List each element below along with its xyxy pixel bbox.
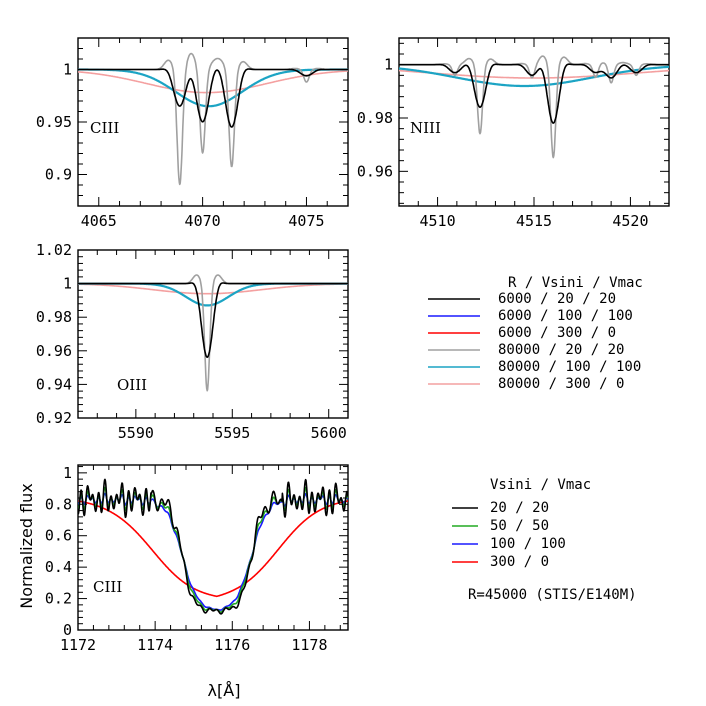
- y-tick-label: 0.96: [357, 162, 393, 180]
- series-group: [78, 52, 348, 186]
- x-tick-label: 5600: [311, 424, 347, 442]
- series-80000-100-100: [78, 68, 348, 108]
- y-axis-title: Normalized flux: [17, 483, 36, 609]
- series-80000-100-100: [399, 65, 669, 88]
- legend-bottom-label-0: 20 / 20: [490, 500, 549, 516]
- y-tick-label: 0.94: [36, 375, 72, 393]
- legend-bottom-title: Vsini / Vmac: [490, 477, 591, 493]
- y-tick-label: 1: [63, 275, 72, 293]
- legend-label-5: 80000 / 300 / 0: [498, 376, 624, 392]
- y-tick-label: 1: [63, 464, 72, 482]
- legend-title: R / Vsini / Vmac: [508, 275, 643, 291]
- y-tick-label: 0.9: [45, 166, 72, 184]
- series-300-0: [78, 500, 348, 598]
- plot-frame: [77, 464, 349, 631]
- panel-ciii-1175: 1172 1174 1176 1178 0 0.2 0.4 0.6 0.8 1: [45, 464, 349, 654]
- series-80000-20-20: [78, 274, 348, 392]
- x-tick-label: 1172: [60, 636, 96, 654]
- series-group: [78, 274, 348, 392]
- y-tick-label: 0.95: [36, 113, 72, 131]
- x-tick-label: 4510: [420, 212, 456, 230]
- series-6000-20-20: [399, 63, 669, 124]
- y-tick-label: 1.02: [36, 241, 72, 259]
- legend-label-3: 80000 / 20 / 20: [498, 342, 624, 358]
- x-axis-title: λ[Å]: [208, 681, 241, 700]
- y-tick-label: 0.4: [45, 558, 72, 576]
- panel-niii-4515: 4510 4515 4520 0.96 0.98 1: [357, 37, 670, 230]
- x-tick-label: 5590: [118, 424, 154, 442]
- legend-label-2: 6000 / 300 / 0: [498, 325, 616, 341]
- legend-bottom-note: R=45000 (STIS/E140M): [468, 587, 637, 603]
- legend-label-4: 80000 / 100 / 100: [498, 359, 641, 375]
- x-tick-label: 4520: [612, 212, 648, 230]
- y-tick-label: 0.98: [357, 109, 393, 127]
- legend-bottom-label-2: 100 / 100: [490, 536, 566, 552]
- legend-bottom-label-3: 300 / 0: [490, 554, 549, 570]
- y-tick-label: 0.2: [45, 590, 72, 608]
- legend-resolution: R / Vsini / Vmac 6000 / 20 / 20 6000 / 1…: [428, 275, 643, 392]
- series-20-20: [78, 478, 348, 615]
- series-6000-20-20: [78, 282, 348, 358]
- panel-label-niii: NIII: [410, 119, 441, 137]
- y-tick-label: 0.92: [36, 409, 72, 427]
- panel-label-ciii: CIII: [90, 119, 119, 137]
- panel-oiii-5592: 5590 5595 5600 0.92 0.94 0.96 0.98 1 1.02: [36, 241, 349, 442]
- y-tick-label: 0.96: [36, 342, 72, 360]
- x-tick-label: 5595: [214, 424, 250, 442]
- legend-bottom-label-1: 50 / 50: [490, 518, 549, 534]
- x-tick-label: 4065: [81, 212, 117, 230]
- x-tick-label: 4515: [516, 212, 552, 230]
- legend-rotation: Vsini / Vmac 20 / 20 50 / 50 100 / 100 3…: [452, 477, 637, 603]
- x-tick-label: 4070: [185, 212, 221, 230]
- y-tick-label: 0.6: [45, 527, 72, 545]
- y-tick-label: 1: [63, 61, 72, 79]
- x-tick-label: 4075: [288, 212, 324, 230]
- x-tick-label: 1174: [137, 636, 173, 654]
- panel-label-ciii-uv: CIII: [93, 578, 122, 596]
- x-tick-label: 1176: [214, 636, 250, 654]
- series-6000-20-20: [78, 68, 348, 128]
- panel-label-oiii: OIII: [117, 376, 147, 394]
- y-tick-label: 0.98: [36, 308, 72, 326]
- legend-label-1: 6000 / 100 / 100: [498, 308, 633, 324]
- y-tick-label: 0: [63, 621, 72, 639]
- y-tick-label: 0.8: [45, 495, 72, 513]
- panel-ciii-4070: 4065 4070 4075 0.9 0.95 1: [36, 37, 349, 230]
- series-group: [399, 55, 669, 159]
- series-80000-300-0: [399, 69, 669, 79]
- series-group: [78, 478, 348, 615]
- x-tick-label: 1178: [291, 636, 327, 654]
- legend-label-0: 6000 / 20 / 20: [498, 291, 616, 307]
- y-tick-label: 1: [384, 56, 393, 74]
